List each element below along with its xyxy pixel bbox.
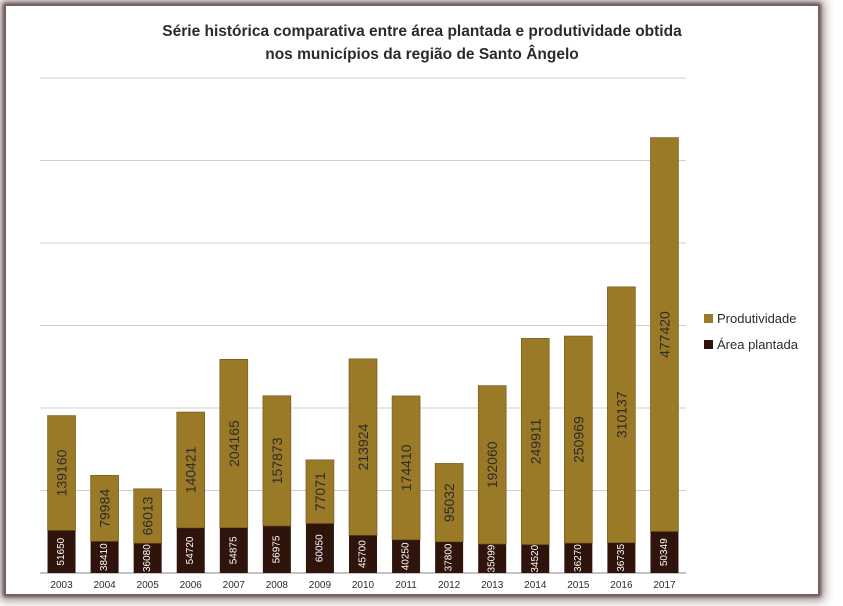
- data-label-produtividade-2010: 213924: [355, 423, 371, 470]
- data-label-area-2013: 35099: [487, 544, 498, 572]
- bar-area-plantada-2010: [349, 535, 377, 573]
- bar-produtividade-2004: [90, 475, 119, 542]
- data-label-produtividade-2014: 249911: [527, 418, 543, 464]
- data-label-area-2015: 36270: [573, 544, 584, 572]
- x-tick-labels: 2003 2004 2005 2006 2007 2008 2009 2010 2011 2012…: [50, 580, 676, 591]
- bar-produtividade-2009: [305, 459, 335, 524]
- bars: [47, 137, 679, 573]
- bar-produtividade-2008: [262, 395, 292, 527]
- bar-produtividade-2015: [564, 335, 593, 544]
- bar-produtividade-2013: [477, 385, 507, 545]
- data-label-produtividade-2006: 140421: [183, 446, 199, 493]
- bar-produtividade-2014: [520, 338, 550, 545]
- data-label-produtividade-2011: 174410: [398, 444, 414, 491]
- data-label-area-2005: 36080: [142, 544, 153, 572]
- legend-swatch-1: [704, 340, 713, 349]
- x-tick-label-2008: 2008: [266, 580, 289, 591]
- x-tick-label-2017: 2017: [653, 580, 676, 591]
- legend-label-1: Área plantada: [717, 337, 799, 352]
- chart-title-line-2: nos municípios da região de Santo Ângelo: [265, 45, 578, 63]
- data-label-area-2011: 40250: [401, 542, 412, 570]
- x-tick-label-2007: 2007: [223, 580, 246, 591]
- data-label-area-2014: 34520: [530, 544, 541, 572]
- bar-area-plantada-2011: [392, 539, 421, 573]
- bar-produtividade-2006: [176, 411, 206, 529]
- chart-title-line-1: Série histórica comparativa entre área p…: [162, 23, 682, 40]
- data-label-produtividade-2005: 66013: [140, 496, 156, 535]
- x-tick-label-2005: 2005: [137, 580, 160, 591]
- data-labels: 51650 139160 38410 79984 36080 66013 54720 1404…: [54, 311, 673, 573]
- data-label-area-2007: 54875: [228, 536, 239, 564]
- x-tick-label-2006: 2006: [180, 580, 203, 591]
- chart-svg: Série histórica comparativa entre área p…: [40, 23, 799, 591]
- data-label-area-2012: 37800: [444, 543, 455, 571]
- x-tick-label-2011: 2011: [395, 580, 417, 591]
- data-label-produtividade-2015: 250969: [570, 416, 586, 463]
- data-label-area-2017: 50349: [659, 538, 670, 566]
- bar-produtividade-2003: [47, 415, 76, 531]
- x-tick-label-2013: 2013: [481, 580, 504, 591]
- data-label-produtividade-2013: 192060: [484, 441, 500, 488]
- bar-area-plantada-2006: [176, 527, 205, 573]
- bar-area-plantada-2008: [262, 525, 291, 573]
- bar-area-plantada-2014: [521, 544, 550, 573]
- legend-swatch-0: [704, 314, 713, 323]
- bar-produtividade-2007: [219, 358, 249, 529]
- bar-produtividade-2011: [391, 395, 421, 541]
- bar-produtividade-2017: [650, 137, 679, 532]
- data-label-area-2008: 56975: [271, 535, 282, 563]
- data-label-produtividade-2016: 310137: [613, 391, 629, 438]
- legend-label-0: Produtividade: [717, 311, 797, 326]
- data-label-area-2004: 38410: [99, 543, 110, 571]
- x-tick-label-2010: 2010: [352, 580, 375, 591]
- bar-area-plantada-2005: [133, 543, 162, 573]
- data-label-produtividade-2007: 204165: [226, 420, 242, 467]
- legend: Produtividade Área plantada: [704, 311, 799, 352]
- data-label-produtividade-2009: 77071: [312, 472, 328, 511]
- data-label-produtividade-2004: 79984: [97, 489, 113, 528]
- bar-produtividade-2005: [133, 488, 162, 544]
- x-tick-label-2012: 2012: [438, 580, 461, 591]
- data-label-area-2006: 54720: [185, 536, 196, 564]
- bar-area-plantada-2017: [650, 531, 679, 573]
- x-tick-label-2015: 2015: [567, 580, 590, 591]
- bar-area-plantada-2004: [90, 541, 119, 573]
- data-label-produtividade-2003: 139160: [54, 449, 70, 496]
- x-tick-label-2003: 2003: [50, 580, 73, 591]
- bar-area-plantada-2012: [435, 541, 464, 573]
- bar-area-plantada-2015: [564, 543, 593, 573]
- data-label-area-2009: 60050: [314, 534, 325, 562]
- data-label-area-2010: 45700: [358, 540, 369, 568]
- data-label-produtividade-2012: 95032: [441, 483, 457, 522]
- bar-produtividade-2016: [607, 286, 636, 543]
- data-label-area-2016: 36735: [616, 544, 627, 572]
- x-tick-label-2004: 2004: [93, 580, 116, 591]
- x-tick-label-2014: 2014: [524, 580, 547, 591]
- data-label-area-2003: 51650: [56, 537, 67, 565]
- x-tick-label-2009: 2009: [309, 580, 332, 591]
- data-label-produtividade-2017: 477420: [656, 311, 672, 358]
- chart-frame: Série histórica comparativa entre área p…: [6, 6, 818, 594]
- x-tick-label-2016: 2016: [610, 580, 633, 591]
- bar-area-plantada-2003: [47, 530, 76, 573]
- bar-area-plantada-2013: [478, 544, 507, 573]
- data-label-produtividade-2008: 157873: [269, 437, 285, 484]
- bar-produtividade-2010: [348, 358, 378, 536]
- bar-area-plantada-2009: [305, 523, 334, 573]
- bar-area-plantada-2007: [219, 527, 248, 573]
- bar-area-plantada-2016: [607, 542, 636, 573]
- bar-produtividade-2012: [434, 463, 464, 543]
